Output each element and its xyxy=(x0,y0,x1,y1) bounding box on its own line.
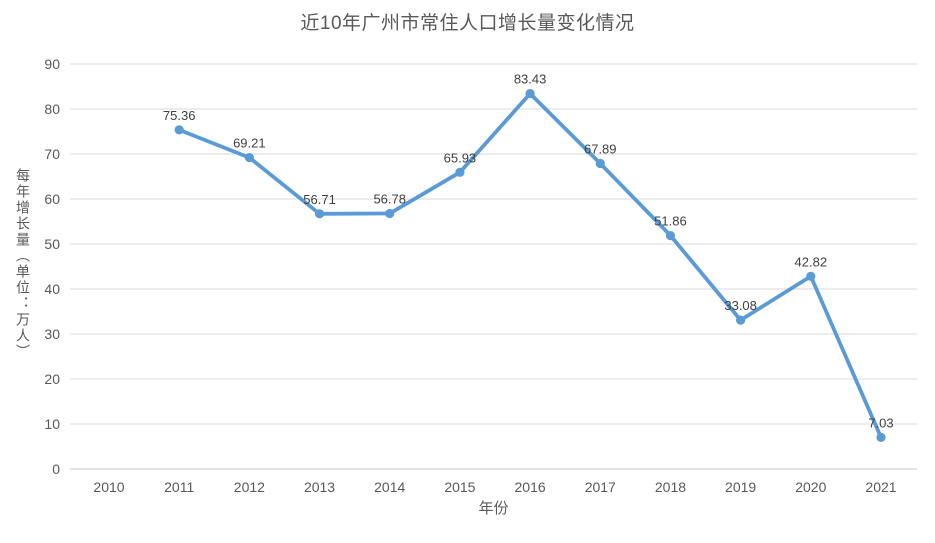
data-point-marker xyxy=(314,209,325,219)
data-point-marker xyxy=(244,152,254,163)
y-tick-label: 30 xyxy=(44,326,60,342)
y-axis-title: 每年增长量（单位：万人） xyxy=(15,168,31,360)
data-point-label: 75.36 xyxy=(163,108,196,123)
data-point-label: 56.71 xyxy=(303,192,336,207)
chart-title: 近10年广州市常住人口增长量变化情况 xyxy=(300,13,635,34)
data-point-label: 7.03 xyxy=(868,415,893,430)
x-tick-label: 2014 xyxy=(374,479,405,495)
data-point-label: 83.43 xyxy=(514,72,547,87)
y-tick-label: 80 xyxy=(44,101,60,117)
data-point-label: 51.86 xyxy=(654,214,687,229)
x-tick-label: 2019 xyxy=(725,479,756,495)
x-tick-label: 2017 xyxy=(585,479,616,495)
y-tick-label: 60 xyxy=(44,191,60,207)
data-point-label: 65.93 xyxy=(444,150,477,165)
y-tick-label: 20 xyxy=(44,371,60,387)
x-axis-title: 年份 xyxy=(478,500,509,517)
data-point-label: 33.08 xyxy=(724,298,757,313)
data-point-marker xyxy=(736,315,746,325)
data-point-marker xyxy=(455,167,465,177)
x-tick-label: 2013 xyxy=(304,479,335,495)
data-point-marker xyxy=(876,432,886,442)
data-point-label: 69.21 xyxy=(233,136,266,151)
y-tick-label: 0 xyxy=(52,461,60,477)
x-tick-label: 2012 xyxy=(234,479,265,495)
data-point-marker xyxy=(174,125,184,135)
y-tick-label: 10 xyxy=(44,416,60,432)
x-tick-label: 2016 xyxy=(515,479,546,495)
y-tick-label: 40 xyxy=(44,281,60,297)
x-tick-label: 2021 xyxy=(865,479,896,495)
y-tick-label: 90 xyxy=(44,56,60,72)
data-point-marker xyxy=(806,271,816,281)
x-tick-label: 2010 xyxy=(93,479,124,495)
y-tick-label: 70 xyxy=(44,146,60,162)
data-point-label: 56.78 xyxy=(373,191,406,206)
data-point-label: 67.89 xyxy=(584,141,617,156)
x-tick-label: 2018 xyxy=(655,479,686,495)
series-line xyxy=(177,91,883,440)
data-point-label: 42.82 xyxy=(795,254,828,269)
x-tick-label: 2011 xyxy=(164,479,194,495)
data-point-marker xyxy=(525,88,535,99)
x-tick-label: 2015 xyxy=(444,479,475,495)
data-point-marker xyxy=(665,231,676,241)
data-point-marker xyxy=(595,158,605,169)
x-tick-label: 2020 xyxy=(795,479,826,495)
y-tick-label: 50 xyxy=(44,236,60,252)
data-point-marker xyxy=(385,208,395,219)
